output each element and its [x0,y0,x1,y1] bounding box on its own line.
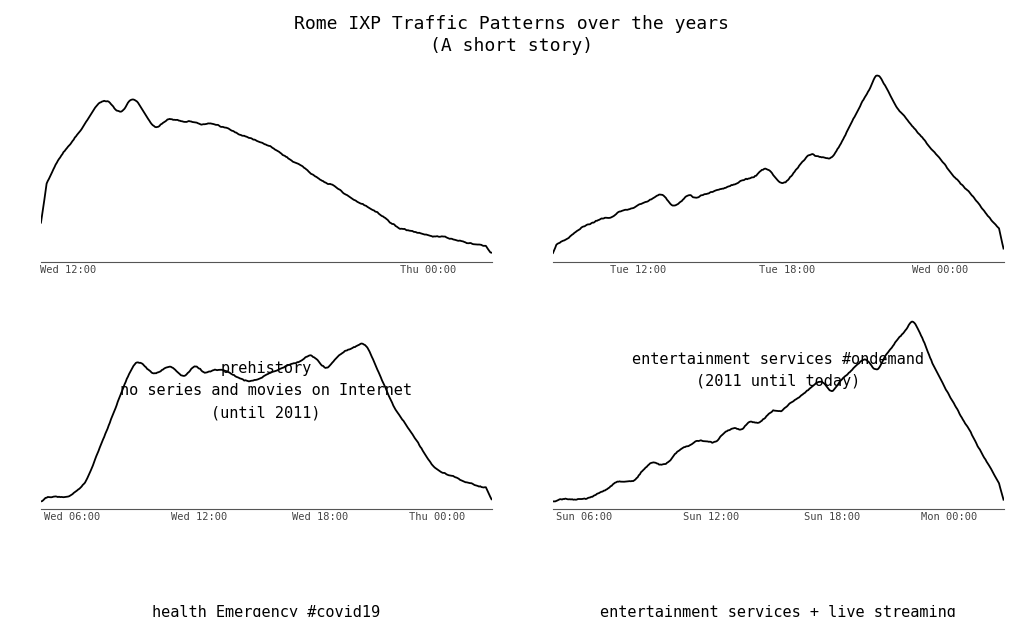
Text: prehistory
no series and movies on Internet
(until 2011): prehistory no series and movies on Inter… [120,361,413,420]
Text: entertainment services #ondemand
(2011 until today): entertainment services #ondemand (2011 u… [632,352,925,389]
Text: health Emergency #covid19
(2020): health Emergency #covid19 (2020) [153,605,380,617]
Text: Rome IXP Traffic Patterns over the years: Rome IXP Traffic Patterns over the years [295,15,729,33]
Text: entertainment services + live streaming
#DAZN (2021): entertainment services + live streaming … [600,605,956,617]
Text: (A short story): (A short story) [430,37,594,55]
